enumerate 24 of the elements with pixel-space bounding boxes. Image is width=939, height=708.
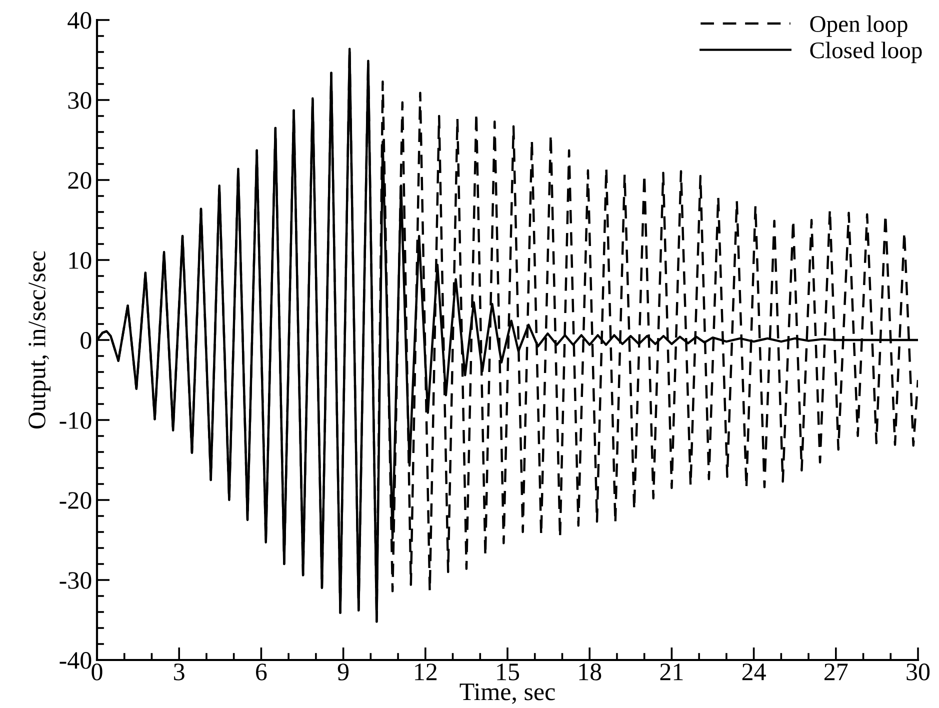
x-tick-label: 9 [338, 664, 349, 680]
y-axis-title: Output, in/sec/sec [28, 251, 50, 429]
x-tick-label: 18 [579, 664, 602, 680]
x-tick-label: 0 [92, 664, 102, 680]
x-tick-label: 24 [742, 664, 766, 680]
x-axis-title: Time, sec [460, 683, 555, 704]
x-tick-label: 6 [256, 664, 267, 680]
y-tick-label: -40 [60, 652, 92, 669]
y-tick-label: 40 [68, 12, 92, 29]
y-tick-label: 30 [68, 92, 92, 109]
x-tick-label: 15 [497, 664, 520, 680]
legend-label: Closed loop [810, 42, 922, 64]
x-tick-label: 27 [824, 664, 848, 680]
x-tick-label: 3 [174, 664, 184, 680]
x-tick-label: 21 [660, 664, 683, 680]
y-tick-label: -10 [60, 412, 92, 429]
y-tick-label: 0 [80, 332, 92, 349]
x-tick-label: 30 [906, 664, 930, 680]
y-tick-label: -20 [60, 492, 92, 509]
legend-label: Open loop [810, 15, 908, 37]
y-tick-label: -30 [60, 572, 92, 589]
x-tick-label: 12 [415, 664, 437, 680]
y-tick-label: 10 [69, 252, 92, 269]
y-tick-label: 20 [68, 172, 92, 189]
